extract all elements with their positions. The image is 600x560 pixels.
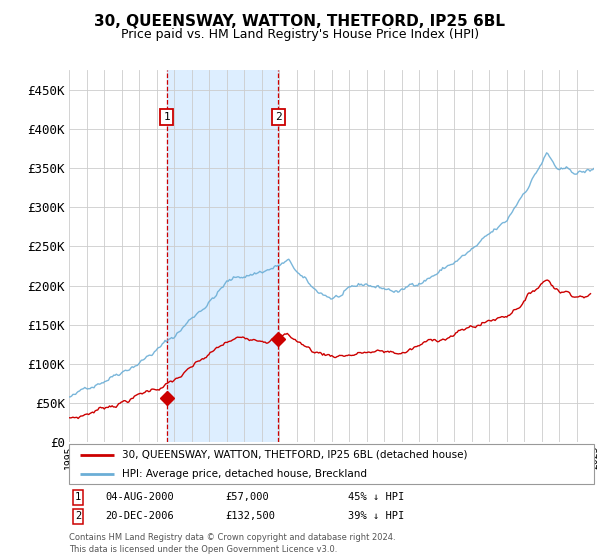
Text: 2: 2 bbox=[275, 112, 282, 122]
Text: 04-AUG-2000: 04-AUG-2000 bbox=[105, 492, 174, 502]
Text: £132,500: £132,500 bbox=[225, 511, 275, 521]
Text: 2: 2 bbox=[75, 511, 81, 521]
Text: 45% ↓ HPI: 45% ↓ HPI bbox=[348, 492, 404, 502]
Text: 20-DEC-2006: 20-DEC-2006 bbox=[105, 511, 174, 521]
Text: Contains HM Land Registry data © Crown copyright and database right 2024.
This d: Contains HM Land Registry data © Crown c… bbox=[69, 533, 395, 554]
Text: 39% ↓ HPI: 39% ↓ HPI bbox=[348, 511, 404, 521]
Text: £57,000: £57,000 bbox=[225, 492, 269, 502]
Text: Price paid vs. HM Land Registry's House Price Index (HPI): Price paid vs. HM Land Registry's House … bbox=[121, 28, 479, 41]
Text: 1: 1 bbox=[75, 492, 81, 502]
Bar bbox=[167, 70, 278, 442]
Text: 1: 1 bbox=[163, 112, 170, 122]
Text: 30, QUEENSWAY, WATTON, THETFORD, IP25 6BL (detached house): 30, QUEENSWAY, WATTON, THETFORD, IP25 6B… bbox=[121, 450, 467, 460]
Text: 30, QUEENSWAY, WATTON, THETFORD, IP25 6BL: 30, QUEENSWAY, WATTON, THETFORD, IP25 6B… bbox=[95, 14, 505, 29]
FancyBboxPatch shape bbox=[69, 444, 594, 484]
Text: HPI: Average price, detached house, Breckland: HPI: Average price, detached house, Brec… bbox=[121, 469, 367, 479]
